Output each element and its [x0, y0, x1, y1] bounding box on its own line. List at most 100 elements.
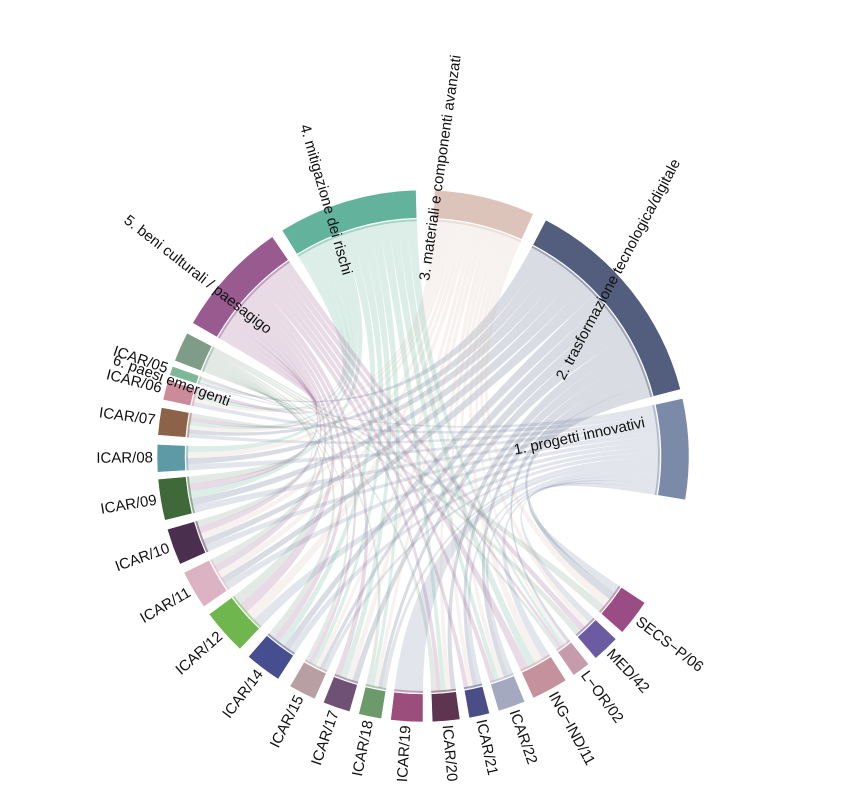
ribbon-p5-lor02	[278, 265, 563, 649]
ribbon-p3-icar20	[439, 228, 491, 691]
arc-inner-icar22	[489, 673, 514, 684]
label-icar20: ICAR/20	[439, 724, 461, 782]
arc-p4[interactable]	[281, 189, 418, 255]
ribbon-p5-med42	[283, 261, 586, 632]
arc-icar10[interactable]	[166, 521, 206, 565]
ribbon-p6-icar05	[200, 369, 313, 416]
ribbon-p2-icar07	[188, 253, 555, 436]
arc-p3[interactable]	[433, 189, 534, 240]
arc-icar06[interactable]	[162, 380, 196, 407]
ribbon-p2-icar22	[481, 359, 644, 678]
arc-inner-icar11	[209, 559, 230, 591]
ribbon-p4-icar18	[368, 224, 400, 687]
arc-ingind11[interactable]	[521, 656, 567, 699]
arc-inner-icar09	[186, 476, 195, 514]
ribbon-p4-icar06	[194, 246, 350, 411]
arc-inner-p1	[652, 404, 660, 496]
label-icar09: ICAR/09	[99, 492, 158, 518]
arc-inner-icar10	[195, 520, 209, 553]
arc-inner-med42	[575, 617, 595, 637]
label-icar11: ICAR/11	[137, 584, 194, 627]
arc-inner-icar05	[197, 376, 202, 385]
arc-inner-icar12	[232, 595, 262, 628]
arc-inner-icar07	[186, 412, 192, 438]
label-lor02: L−OR/02	[577, 668, 627, 727]
ribbon-p6-icar15	[208, 356, 349, 663]
arc-icar12[interactable]	[208, 597, 260, 650]
ribbon-p1-icar19	[394, 462, 659, 692]
ribbon-p1-icar08	[187, 420, 658, 471]
ribbon-p5-icar11	[214, 305, 327, 572]
arc-inner-icar19	[394, 689, 423, 693]
arc-icar19[interactable]	[390, 691, 424, 723]
arc-inner-ingind11	[520, 654, 551, 672]
arc-icar05[interactable]	[169, 366, 200, 384]
label-icar08: ICAR/08	[96, 449, 153, 466]
ribbon-p3-icar17	[346, 225, 481, 682]
ribbon-p6-icar12	[206, 360, 324, 605]
arc-inner-lor02	[556, 639, 571, 652]
ribbon-p2-icar11	[220, 284, 595, 584]
arc-layer	[156, 189, 690, 723]
arc-inner-icar21	[463, 683, 483, 690]
label-med42: MED/42	[603, 646, 653, 697]
arc-icar11[interactable]	[183, 559, 228, 608]
label-icar17: ICAR/17	[308, 708, 343, 767]
arc-inner-icar18	[365, 684, 387, 691]
ribbon-p5-icar07	[189, 321, 318, 429]
arc-inner-p3	[433, 219, 522, 243]
arc-inner-icar15	[304, 659, 328, 673]
arc-inner-p6	[201, 346, 215, 372]
label-icar19: ICAR/19	[394, 725, 414, 783]
ribbon-p2-icar20	[447, 336, 633, 691]
ribbon-p1-icar09	[192, 425, 658, 514]
label-secsp06: SECS−P/06	[632, 613, 706, 675]
arc-icar14[interactable]	[248, 635, 294, 680]
ribbon-p5-icar10	[198, 310, 322, 534]
arc-p2[interactable]	[532, 219, 681, 397]
ribbon-layer	[187, 220, 659, 692]
arc-p1[interactable]	[655, 398, 690, 501]
arc-icar18[interactable]	[358, 686, 387, 720]
arc-icar09[interactable]	[157, 476, 193, 521]
label-icar18: ICAR/18	[349, 719, 377, 778]
arc-icar15[interactable]	[289, 661, 327, 700]
ribbon-p5-ingind11	[273, 269, 529, 671]
arc-icar22[interactable]	[490, 675, 526, 712]
ribbon-p3-icar18	[373, 227, 486, 688]
ribbon-p6-icar20	[209, 352, 437, 692]
label-icar21: ICAR/21	[473, 718, 502, 777]
arc-p6[interactable]	[174, 332, 213, 372]
arc-icar21[interactable]	[464, 686, 490, 719]
arc-inner-secsp06	[599, 585, 621, 614]
ribbon-p4-icar22	[387, 221, 500, 681]
arc-icar07[interactable]	[157, 407, 190, 438]
label-icar07: ICAR/07	[98, 404, 156, 428]
ribbon-p6-icar11	[205, 361, 317, 566]
arc-p5[interactable]	[192, 236, 289, 338]
arc-inner-icar08	[185, 445, 189, 471]
label-icar22: ICAR/22	[506, 707, 541, 766]
ribbon-p4-icar09	[189, 234, 363, 499]
ribbon-p2-icar14	[283, 294, 604, 651]
ribbon-p3-icar22	[460, 231, 505, 680]
ribbon-p2-secsp06	[525, 384, 652, 600]
ribbon-p1-secsp06	[528, 483, 657, 594]
ribbon-p4-icar20	[378, 222, 447, 692]
label-icar12: ICAR/12	[172, 628, 226, 678]
ribbon-p6-icar10	[196, 363, 313, 528]
arc-inner-icar14	[267, 633, 296, 655]
arc-icar17[interactable]	[323, 676, 358, 713]
label-icar14: ICAR/14	[219, 666, 267, 722]
label-icar10: ICAR/10	[113, 540, 172, 575]
arc-secsp06[interactable]	[600, 587, 646, 633]
arc-inner-icar06	[191, 388, 198, 407]
arc-med42[interactable]	[577, 619, 617, 659]
label-ingind11: ING−IND/11	[545, 689, 599, 768]
arc-lor02[interactable]	[557, 641, 589, 676]
arc-icar08[interactable]	[156, 444, 186, 473]
arc-icar20[interactable]	[431, 691, 461, 723]
label-icar15: ICAR/15	[267, 692, 308, 750]
arc-inner-icar17	[334, 673, 359, 684]
